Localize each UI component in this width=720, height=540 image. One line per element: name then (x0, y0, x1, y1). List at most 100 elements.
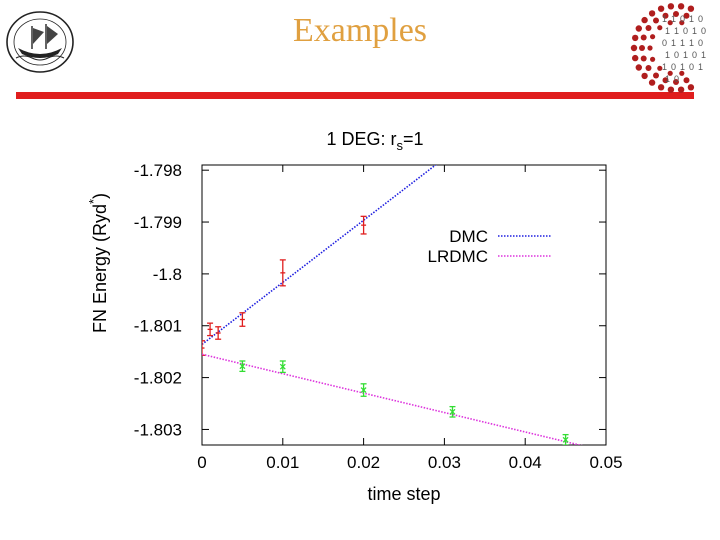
logo-digit: 1 (674, 26, 679, 36)
logo-dot (635, 25, 642, 32)
logo-dot (648, 10, 656, 17)
logo-dot (667, 3, 675, 10)
legend-label: DMC (449, 227, 488, 246)
logo-dot (673, 11, 679, 17)
chart-title: 1 DEG: rs=1 (326, 129, 423, 153)
logo-dot (657, 65, 663, 71)
logo-dot (640, 34, 647, 41)
y-axis-label-main: FN Energy (Ryd (90, 204, 110, 333)
title-divider (16, 92, 694, 99)
logo-digit: 0 (662, 38, 667, 48)
logo-dot (657, 84, 665, 91)
logo-dot (645, 65, 652, 71)
binary-dot-logo-icon: 1 1 0 1 01 1 0 1 00 1 1 1 01 0 1 0 11 0 1 0 11 0 (630, 3, 706, 93)
logo-digit: 1 (671, 38, 676, 48)
plot-area (202, 165, 583, 445)
x-tick-label: 0.02 (347, 453, 380, 472)
logo-dot (650, 56, 656, 62)
ship-emblem-icon (6, 11, 74, 73)
logo-dot (640, 55, 647, 62)
logo-digit: 0 (674, 74, 679, 84)
logo-digit: 1 (689, 38, 694, 48)
logo-dot (673, 79, 679, 85)
logo-dot (653, 72, 659, 79)
y-tick-label: -1.8 (153, 265, 182, 284)
y-axis-label: FN Energy (Ryd*) (86, 193, 110, 333)
y-tick-label: -1.801 (134, 317, 182, 336)
logo-digit: 1 (683, 50, 688, 60)
logo-dot (657, 5, 665, 12)
logo-digit: 0 (698, 38, 703, 48)
data-point (239, 363, 246, 370)
data-point (279, 363, 286, 370)
y-axis-label-suffix: ) (90, 193, 110, 199)
logo-digit: 0 (683, 26, 688, 36)
x-tick-label: 0.03 (428, 453, 461, 472)
slide-title: Examples (292, 12, 428, 49)
y-tick-label: -1.798 (134, 161, 182, 180)
logo-dot (657, 25, 663, 31)
x-axis-label: time step (367, 484, 440, 504)
logo-dot (645, 25, 652, 31)
logo-dot (683, 12, 690, 19)
logo-dot (687, 84, 695, 91)
logo-digit: 1 (680, 62, 685, 72)
logo-digit: 1 (701, 50, 706, 60)
logo-digit: 1 (665, 74, 670, 84)
logo-dot (632, 54, 639, 62)
logo-dot (683, 77, 690, 84)
logo-dot (641, 72, 648, 80)
fit-line-dmc (202, 165, 437, 346)
logo-digit: 1 (698, 62, 703, 72)
legend-label: LRDMC (428, 247, 488, 266)
logo-dot (679, 70, 685, 76)
logo-digit: 1 (680, 38, 685, 48)
logo-digit: 0 (671, 62, 676, 72)
x-tick-label: 0.04 (509, 453, 542, 472)
y-tick-label: -1.799 (134, 213, 182, 232)
data-point (562, 436, 569, 443)
logo-dot (679, 20, 685, 26)
fit-line-lrdmc (202, 353, 583, 445)
logo-dot (647, 45, 653, 51)
logo-dot (630, 44, 638, 52)
logo-digit: 0 (701, 26, 706, 36)
logo-digit: 1 (662, 62, 667, 72)
logo-digit: 1 (665, 26, 670, 36)
y-axis-label-superscript: * (86, 199, 101, 204)
logo-dot (677, 3, 685, 10)
data-point (449, 408, 456, 415)
logo-digit: 0 (680, 14, 685, 24)
logo-dot (662, 12, 669, 19)
logo-dot (641, 16, 648, 24)
x-tick-label: 0.01 (266, 453, 299, 472)
logo-digit: 0 (689, 62, 694, 72)
logo-dot (653, 17, 659, 24)
x-tick-label: 0 (197, 453, 206, 472)
y-tick-label: -1.803 (134, 420, 182, 439)
logo-digit: 0 (698, 14, 703, 24)
logo-dot (687, 5, 695, 12)
logo-dot (639, 45, 645, 51)
logo-dot (650, 34, 656, 40)
logo-dot (648, 79, 656, 86)
logo-dot (667, 86, 675, 93)
logo-digit: 1 (692, 26, 697, 36)
logo-dot (635, 64, 642, 71)
logo-digit: 0 (692, 50, 697, 60)
chart-title-main: 1 DEG: r (326, 129, 396, 149)
x-tick-label: 0.05 (589, 453, 622, 472)
chart-title-subscript: s (396, 138, 403, 153)
plot-frame (201, 164, 607, 446)
logo-dot (667, 70, 673, 76)
logo-digit: 1 (665, 50, 670, 60)
logo-dot (662, 77, 669, 84)
y-tick-label: -1.802 (134, 369, 182, 388)
logo-digit: 0 (674, 50, 679, 60)
logo-digit: 1 (671, 14, 676, 24)
logo-dot (677, 86, 685, 93)
logo-dot (667, 20, 673, 26)
logo-digit: 1 (689, 14, 694, 24)
logo-dot (632, 34, 639, 42)
